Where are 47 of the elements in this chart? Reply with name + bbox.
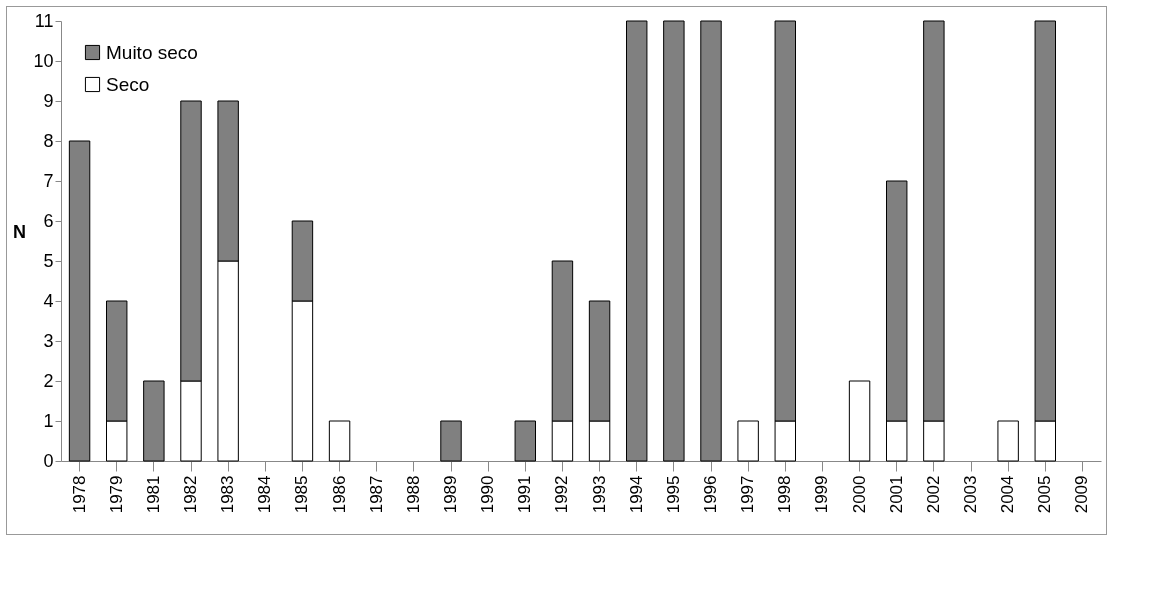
x-tick-label: 1996 (701, 475, 720, 514)
bar (848, 380, 871, 462)
y-tick-label: 1 (43, 410, 54, 431)
x-tick-label: 1987 (366, 475, 386, 514)
x-tick-label: 2000 (849, 475, 869, 514)
bar (328, 420, 351, 462)
x-tick-label: 2003 (961, 475, 980, 514)
x-tick-label: 2001 (886, 475, 906, 514)
x-tick-label: 2004 (998, 475, 1018, 514)
y-tick-label: 4 (43, 290, 54, 311)
x-tick-label: 1991 (515, 475, 535, 514)
x-tick-label: 2009 (1072, 475, 1092, 514)
y-tick-label: 5 (43, 250, 54, 271)
bar (737, 420, 759, 462)
y-tick-label: 2 (43, 370, 54, 391)
legend-label: Muito seco (106, 41, 198, 63)
legend-label: Seco (106, 73, 150, 95)
x-tick-label: 1983 (218, 475, 238, 514)
y-tick-label: 11 (34, 10, 54, 31)
x-tick-label: 1997 (738, 475, 758, 514)
x-tick-label: 2005 (1035, 475, 1055, 514)
y-tick-label: 0 (43, 450, 54, 471)
y-tick-label: 3 (43, 330, 54, 351)
x-tick-label: 1984 (255, 475, 275, 514)
x-tick-label: 1989 (441, 475, 460, 514)
y-tick-label: 6 (43, 210, 54, 231)
x-tick-label: 1985 (292, 475, 312, 514)
x-tick-label: 1986 (329, 475, 349, 514)
bar (997, 420, 1019, 462)
y-tick-label: 9 (43, 90, 54, 111)
x-tick-label: 2002 (923, 475, 943, 514)
x-tick-label: 1992 (552, 475, 572, 514)
y-tick-label: 10 (33, 50, 54, 71)
x-tick-label: 1990 (478, 475, 498, 514)
y-axis-title: N (12, 221, 26, 242)
x-tick-label: 1981 (143, 475, 163, 514)
y-tick-label: 8 (43, 130, 54, 151)
x-tick-label: 1993 (589, 475, 609, 514)
y-tick-label: 7 (43, 170, 54, 191)
x-tick-label: 1995 (663, 475, 683, 514)
x-tick-label: 1998 (775, 475, 795, 514)
x-tick-label: 1982 (181, 475, 200, 514)
x-tick-label: 1999 (812, 475, 832, 514)
x-tick-label: 1994 (626, 475, 646, 514)
x-tick-label: 1978 (69, 475, 89, 514)
x-tick-label: 1979 (106, 475, 126, 514)
x-tick-label: 1988 (403, 475, 423, 514)
